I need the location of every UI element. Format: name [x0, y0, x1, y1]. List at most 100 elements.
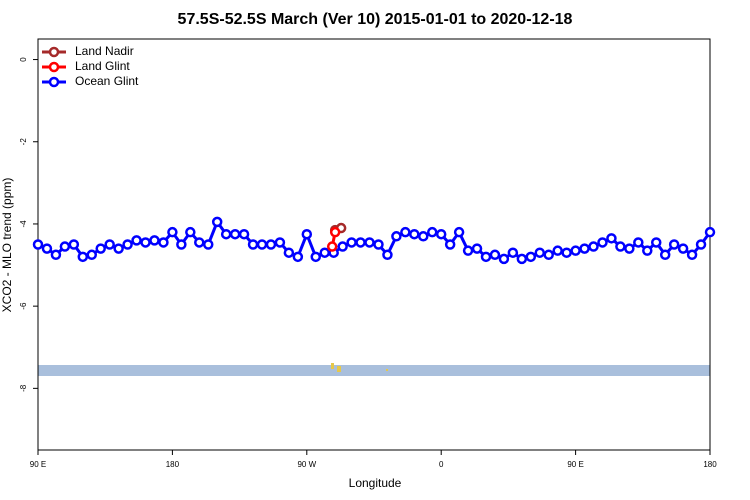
point: [588, 241, 599, 252]
x-axis-label: Longitude: [349, 476, 402, 490]
point: [364, 237, 375, 248]
point: [41, 243, 53, 254]
point: [346, 237, 357, 248]
point: [238, 228, 250, 240]
point: [418, 231, 429, 242]
point: [525, 251, 537, 263]
legend-marker: [48, 61, 60, 73]
coverage-band: [38, 365, 710, 376]
point: [633, 237, 644, 248]
point: [113, 243, 124, 254]
point: [444, 239, 456, 250]
point: [301, 228, 313, 240]
point: [247, 239, 259, 250]
point: [400, 226, 411, 238]
point: [642, 245, 653, 256]
y-axis-label: XCO2 - MLO trend (ppm): [0, 178, 14, 313]
x-tick-label: 180: [166, 460, 180, 469]
point: [355, 237, 366, 248]
legend-marker: [48, 76, 60, 88]
point: [229, 228, 241, 240]
legend-label: Land Glint: [75, 59, 130, 73]
point: [167, 226, 178, 238]
point: [624, 243, 635, 254]
point: [95, 243, 106, 254]
x-tick-label: 90 W: [297, 460, 316, 469]
point: [435, 228, 447, 240]
point: [158, 237, 169, 248]
point: [122, 239, 133, 250]
point: [185, 226, 196, 238]
x-tick-label: 0: [439, 460, 444, 469]
point: [104, 239, 115, 250]
point: [202, 239, 214, 250]
point: [471, 243, 483, 254]
x-tick-label: 180: [703, 460, 717, 469]
coverage-speck: [386, 369, 388, 371]
point: [32, 239, 44, 250]
point: [453, 226, 465, 238]
point: [283, 247, 295, 258]
point: [50, 249, 62, 261]
point: [292, 251, 304, 263]
point: [391, 231, 402, 242]
point: [194, 237, 205, 248]
point: [326, 241, 338, 252]
y-tick-label: -2: [19, 138, 28, 146]
point: [579, 243, 590, 254]
y-tick-label: -6: [19, 302, 28, 310]
point: [615, 241, 626, 252]
coverage-speck: [331, 363, 334, 369]
point: [686, 249, 698, 261]
legend-label: Land Nadir: [75, 44, 134, 58]
point: [86, 249, 98, 261]
point: [597, 237, 608, 248]
point: [68, 239, 80, 250]
point: [480, 251, 492, 263]
point: [373, 239, 384, 250]
point: [59, 241, 71, 252]
y-tick-label: 0: [19, 57, 28, 62]
point: [552, 245, 563, 256]
point: [516, 253, 528, 265]
point: [650, 237, 662, 248]
point: [659, 249, 671, 261]
point: [211, 216, 223, 228]
point: [677, 243, 689, 254]
x-tick-label: 90 E: [567, 460, 583, 469]
point: [606, 233, 617, 244]
point: [498, 253, 510, 265]
coverage-speck: [337, 366, 341, 372]
point: [77, 251, 89, 263]
point: [489, 249, 501, 261]
point: [256, 239, 268, 250]
point: [534, 247, 546, 258]
point: [319, 247, 330, 258]
point: [704, 226, 716, 238]
y-tick-label: -8: [19, 384, 28, 392]
point: [507, 247, 519, 258]
point: [382, 249, 393, 261]
point: [140, 237, 151, 248]
point: [695, 239, 707, 250]
y-tick-label: -4: [19, 220, 28, 228]
point: [462, 245, 474, 256]
point: [543, 249, 554, 261]
point: [426, 226, 438, 238]
point: [561, 247, 572, 258]
point: [310, 251, 322, 263]
point: [220, 228, 232, 240]
point: [570, 245, 581, 256]
point: [274, 237, 286, 248]
point: [409, 228, 420, 240]
x-tick-label: 90 E: [30, 460, 46, 469]
legend-marker: [48, 46, 60, 58]
point: [668, 239, 680, 250]
legend-label: Ocean Glint: [75, 74, 139, 88]
point: [265, 239, 277, 250]
point: [337, 241, 348, 252]
point: [131, 235, 142, 246]
point: [149, 235, 160, 246]
point: [329, 226, 341, 238]
